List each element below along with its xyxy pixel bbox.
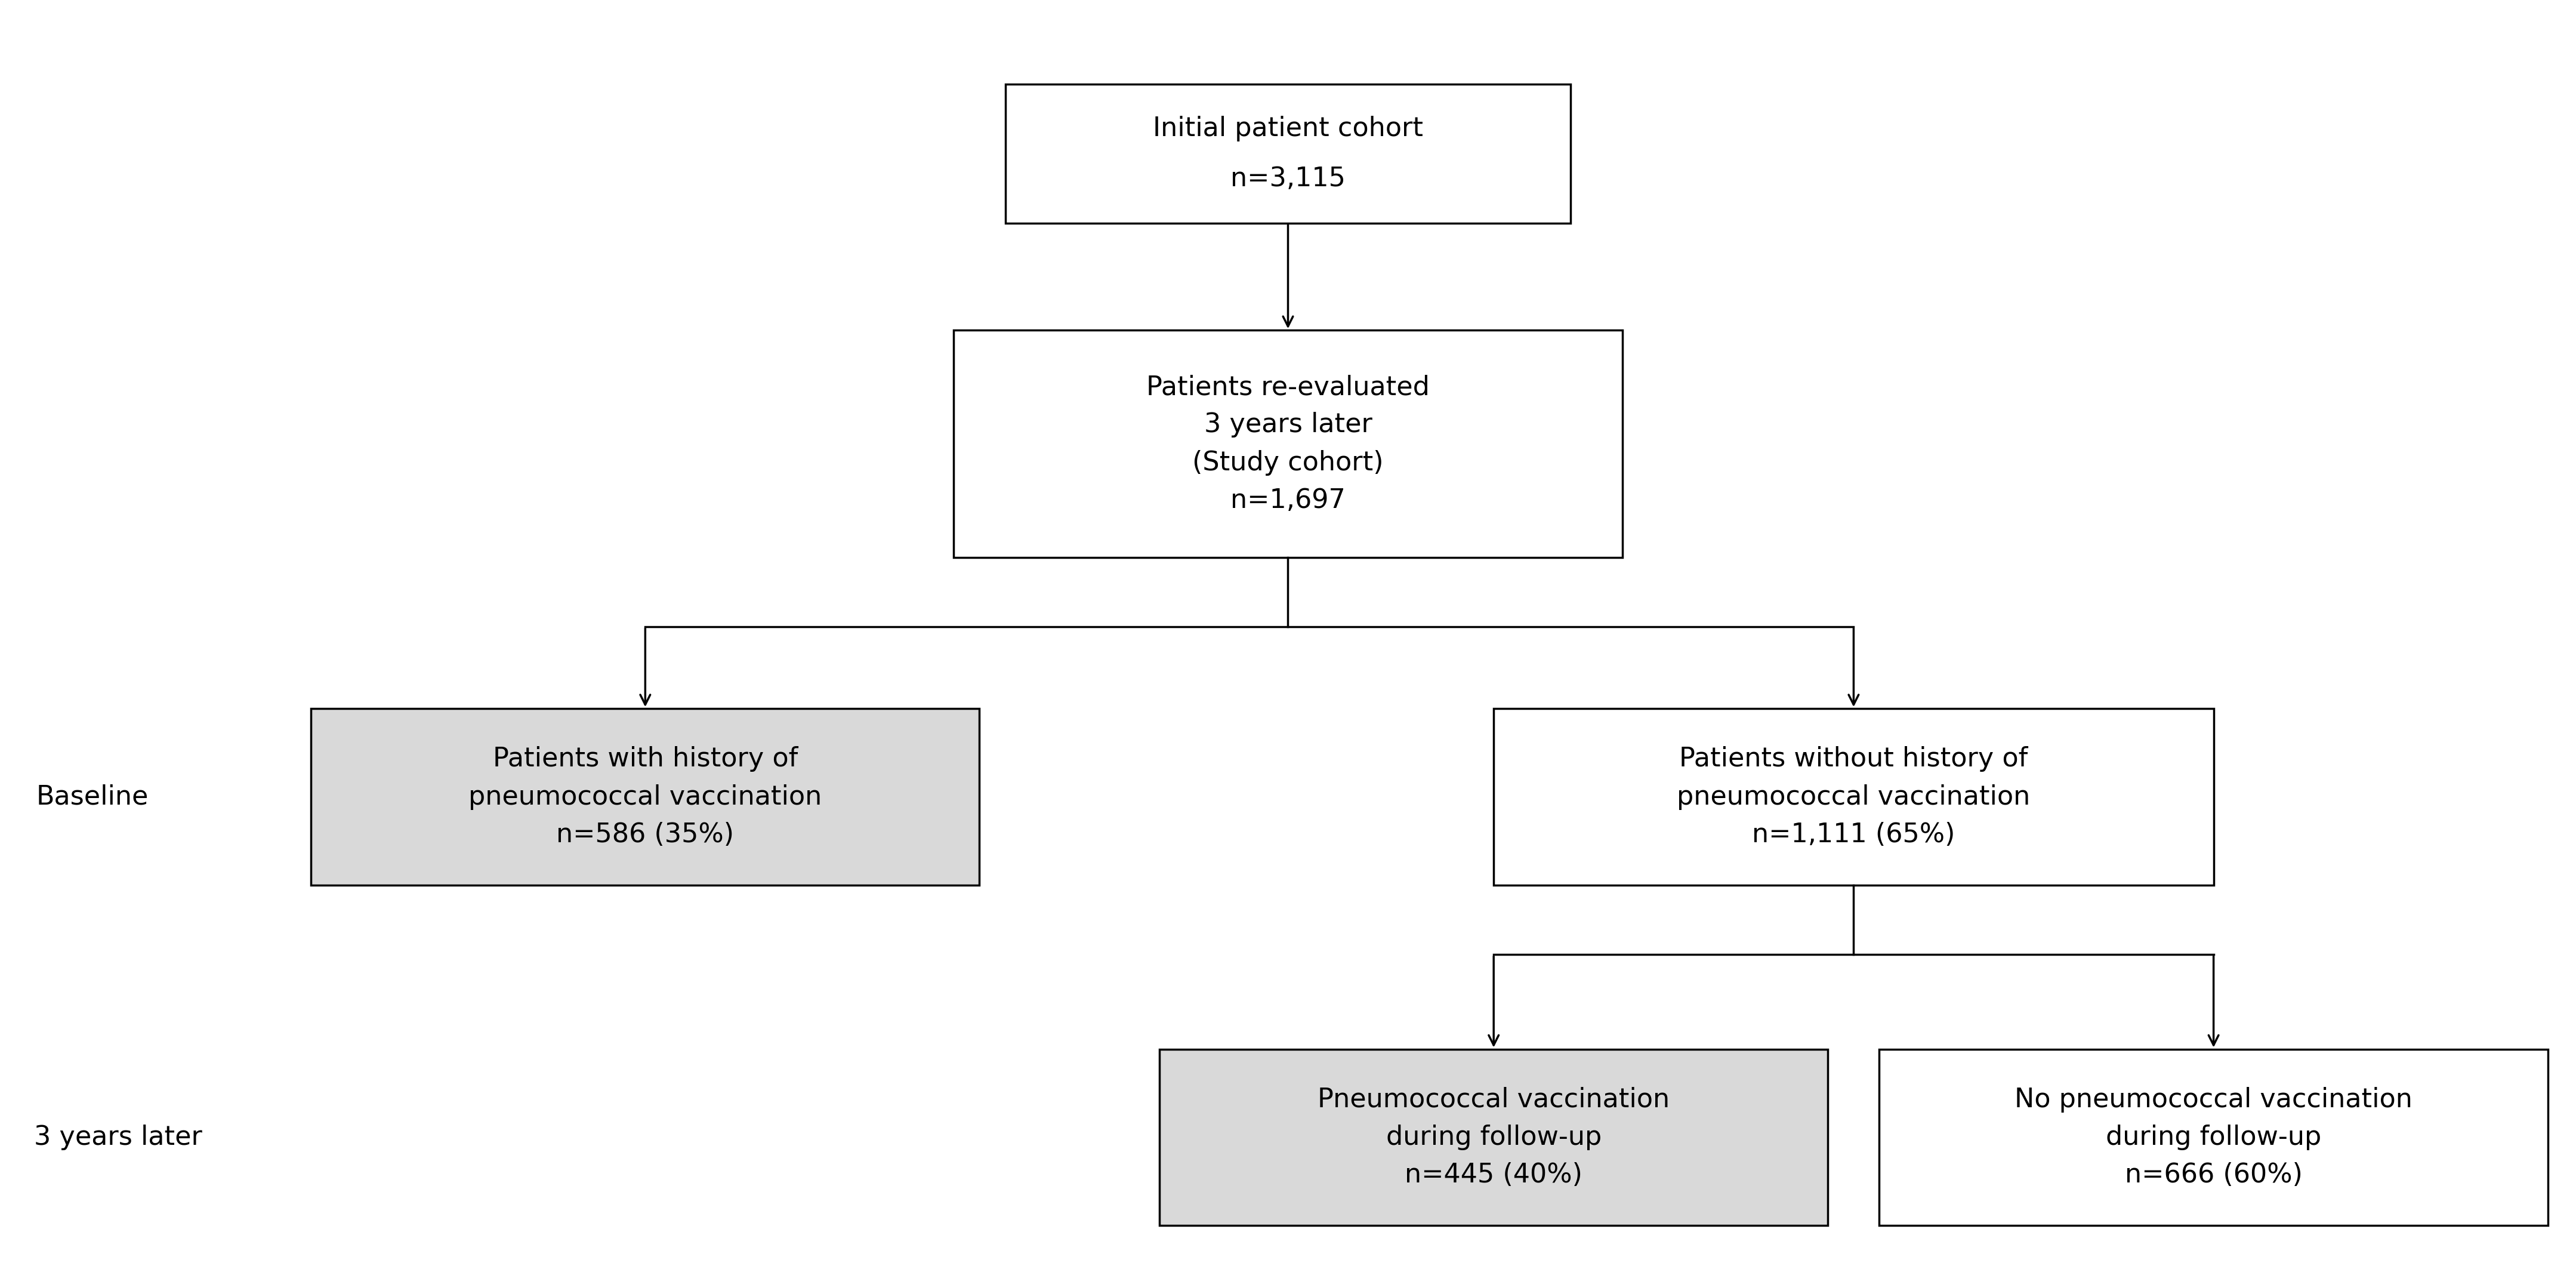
- Text: Patients without history of
pneumococcal vaccination
n=1,111 (65%): Patients without history of pneumococcal…: [1677, 746, 2030, 848]
- Bar: [1159, 1050, 1829, 1225]
- Bar: [1880, 1050, 2548, 1225]
- Text: Initial patient cohort
n=3,115: Initial patient cohort n=3,115: [1154, 116, 1422, 191]
- Text: Patients re-evaluated
3 years later
(Study cohort)
n=1,697: Patients re-evaluated 3 years later (Stu…: [1146, 375, 1430, 514]
- Text: Baseline: Baseline: [36, 784, 149, 810]
- Bar: [312, 709, 979, 885]
- Text: No pneumococcal vaccination
during follow-up
n=666 (60%): No pneumococcal vaccination during follo…: [2014, 1086, 2414, 1188]
- Bar: [1005, 85, 1571, 223]
- Text: Patients with history of
pneumococcal vaccination
n=586 (35%): Patients with history of pneumococcal va…: [469, 746, 822, 848]
- Bar: [1494, 709, 2213, 885]
- Bar: [953, 330, 1623, 557]
- Text: 3 years later: 3 years later: [33, 1124, 204, 1151]
- Text: Pneumococcal vaccination
during follow-up
n=445 (40%): Pneumococcal vaccination during follow-u…: [1316, 1086, 1669, 1188]
